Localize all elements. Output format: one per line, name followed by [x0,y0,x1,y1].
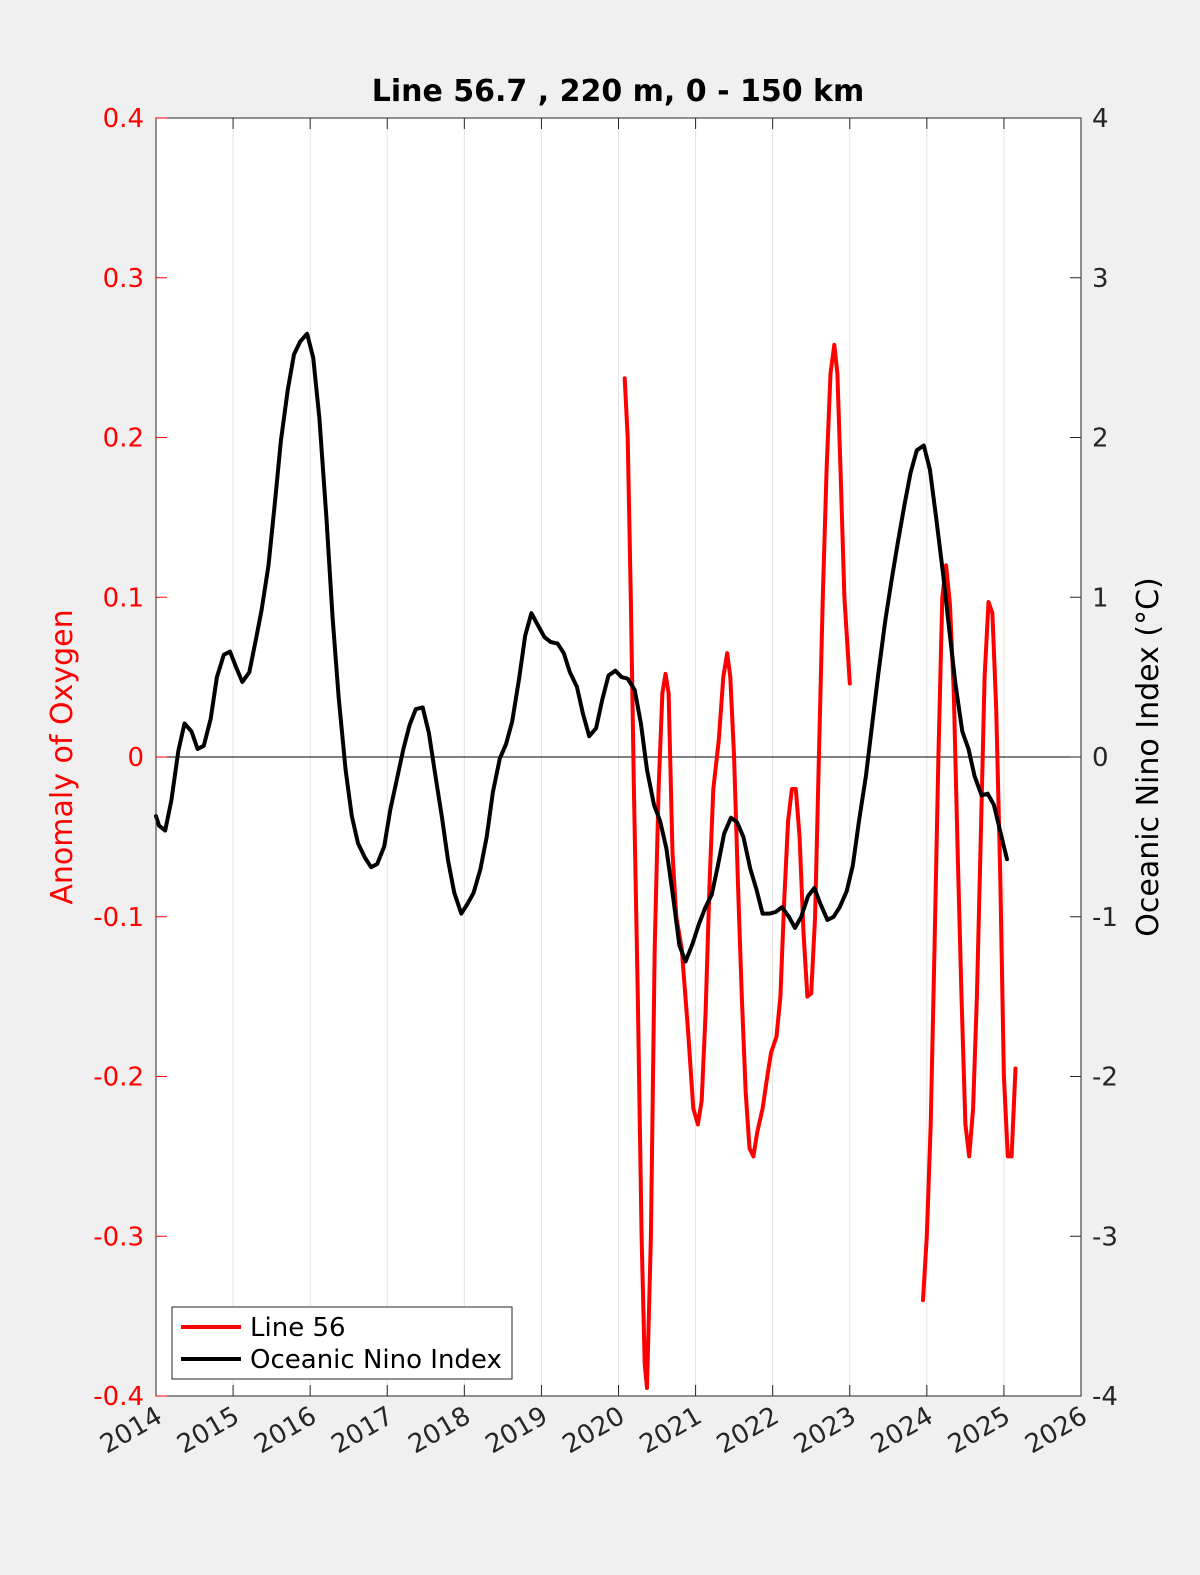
x-tick-label-2025: 2025 [943,1401,1015,1460]
x-tick-label-2015: 2015 [172,1401,244,1460]
series-line-line56-segment-1 [921,563,1018,1303]
x-tick-label-2018: 2018 [404,1401,476,1460]
y-tick-label-left-3: -0.1 [93,903,144,933]
y-tick-label-right-1: -3 [1092,1222,1118,1252]
y-tick-label-right-8: 4 [1092,104,1109,134]
y-tick-label-right-7: 3 [1092,264,1109,294]
y-tick-label-left-8: 0.4 [103,104,144,134]
series-line-oni-segment-0 [154,331,1009,964]
y-tick-label-left-5: 0.1 [103,583,144,613]
x-tick-label-2016: 2016 [249,1401,321,1460]
y-tick-label-right-4: 0 [1092,743,1109,773]
y-tick-label-right-3: -1 [1092,903,1118,933]
y-tick-label-left-2: -0.2 [93,1063,144,1093]
y-tick-label-left-4: 0 [127,743,144,773]
x-tick-label-2021: 2021 [635,1401,707,1460]
y-tick-label-left-6: 0.2 [103,424,144,454]
x-tick-label-2026: 2026 [1020,1401,1092,1460]
series-group [154,331,1018,1390]
y-tick-label-right-2: -2 [1092,1063,1118,1093]
x-tick-label-2022: 2022 [712,1401,784,1460]
x-tick-label-2023: 2023 [789,1401,861,1460]
legend-label-line56: Line 56 [250,1313,346,1343]
x-tick-label-2017: 2017 [326,1401,398,1460]
x-tick-label-2020: 2020 [558,1401,630,1460]
y-tick-label-right-6: 2 [1092,424,1109,454]
y-tick-label-left-0: -0.4 [93,1382,144,1412]
y-axis-label-left: Anomaly of Oxygen [45,609,80,904]
y-tick-label-left-7: 0.3 [103,264,144,294]
y-tick-label-left-1: -0.3 [93,1222,144,1252]
x-tick-label-2019: 2019 [481,1401,553,1460]
legend-label-oni: Oceanic Nino Index [250,1345,502,1375]
y-tick-label-right-0: -4 [1092,1382,1118,1412]
y-tick-label-right-5: 1 [1092,583,1109,613]
x-tick-label-2024: 2024 [866,1401,938,1460]
legend: Line 56 Oceanic Nino Index [171,1306,513,1380]
legend-box [171,1306,513,1380]
chart-title: Line 56.7 , 220 m, 0 - 150 km [372,74,865,109]
y-axis-label-right: Oceanic Nino Index (°C) [1131,577,1166,937]
